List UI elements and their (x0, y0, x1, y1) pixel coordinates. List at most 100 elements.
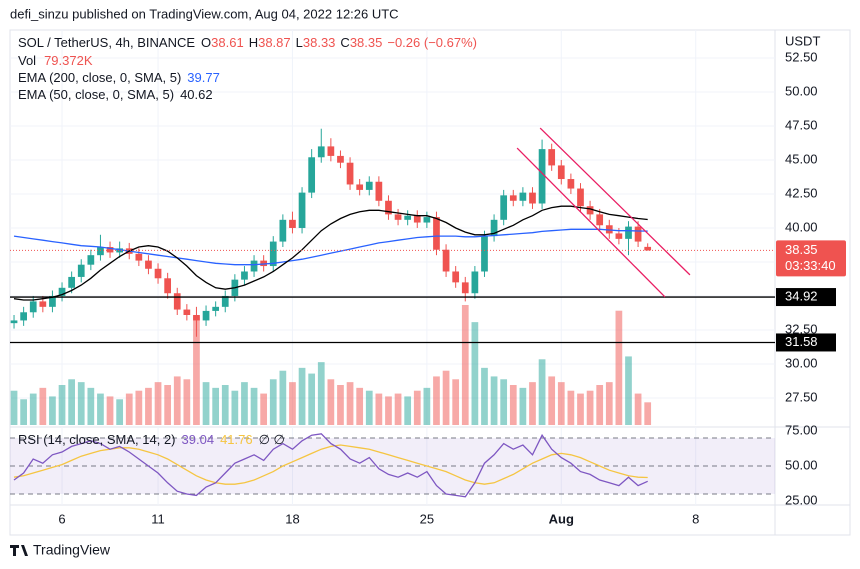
candle-body (58, 287, 66, 296)
ohlc-label: L (296, 35, 303, 50)
volume-bar (634, 393, 642, 425)
volume-bar (471, 322, 479, 425)
candle-body (557, 165, 565, 180)
candle-body (452, 271, 460, 283)
candle-body (164, 278, 172, 294)
legend-ema50: EMA (50, close, 0, SMA, 5) 40.62 (18, 87, 213, 102)
volume-bar (298, 367, 306, 425)
ohlc-label: O (201, 35, 211, 50)
candle-body (183, 309, 191, 315)
ema-line (13, 228, 648, 266)
volume-bar (615, 310, 623, 425)
y-tick-label: 40.00 (785, 219, 818, 234)
candle-body (413, 215, 421, 223)
candle-body (212, 306, 220, 311)
logo-mark (10, 545, 28, 556)
y-tick-label: 47.50 (785, 117, 818, 132)
candle-body (346, 162, 354, 185)
candle-body (625, 226, 632, 239)
volume-bar (644, 402, 652, 425)
level-label: 34.92 (785, 288, 818, 303)
volume-value: 79.372K (44, 53, 93, 68)
chart-frame (9, 29, 851, 536)
rsi-ma-value: 41.76 (220, 432, 253, 447)
volume-bar (260, 393, 268, 425)
volume-bar (404, 396, 412, 425)
volume-bar (605, 382, 613, 425)
volume-bar (212, 387, 220, 425)
volume-bar (279, 370, 287, 425)
candle-body (423, 217, 431, 223)
volume-bar (394, 393, 402, 425)
rsi-extra: ∅ ∅ (259, 432, 285, 447)
volume-bar (183, 379, 191, 425)
candle-body (500, 195, 508, 220)
volume-bar (135, 390, 143, 425)
volume-bar (231, 390, 239, 425)
candle-body (145, 260, 152, 269)
candle-body (308, 157, 316, 193)
candle-body (49, 295, 56, 307)
candle-body (279, 219, 287, 242)
symbol: SOL / TetherUS, 4h, BINANCE (18, 35, 195, 50)
candle-body (221, 295, 229, 307)
x-tick-label: 25 (420, 511, 434, 526)
candle-body (193, 314, 200, 321)
candle-body (471, 271, 479, 294)
volume-bar (529, 382, 536, 425)
volume-bar (221, 385, 229, 425)
candle-body (269, 241, 277, 267)
candle-body (385, 200, 392, 215)
volume-bar (423, 387, 431, 425)
rsi-tick-label: 50.00 (785, 457, 818, 472)
volume-bar (202, 382, 210, 425)
plot: 6111825Aug827.5030.0032.5035.0037.5040.0… (10, 30, 846, 526)
volume-bar (461, 305, 469, 425)
volume-bar (308, 373, 316, 425)
ohlc-value: 38.35 (350, 35, 383, 50)
candle-body (481, 236, 488, 272)
candle-body (356, 184, 364, 190)
ema-value: 39.77 (187, 70, 220, 85)
candle-body (39, 301, 47, 307)
volume-bar (538, 359, 546, 425)
candle-body (10, 320, 18, 324)
candle-body (615, 233, 623, 239)
volume-bar (481, 367, 488, 425)
candle-body (87, 255, 95, 265)
volume-name: Vol (18, 53, 36, 68)
candle-body (154, 268, 162, 279)
volume-bar (10, 390, 18, 425)
panes (9, 29, 851, 536)
volume-bar (490, 376, 498, 425)
candle-body (577, 188, 584, 207)
volume-bar (385, 396, 392, 425)
volume-bar (250, 387, 258, 425)
ohlc-label: C (340, 35, 349, 50)
volume-bar (106, 396, 114, 425)
ohlc-value: 38.61 (211, 35, 244, 50)
candle-body (317, 146, 325, 158)
candle-body (260, 260, 268, 267)
rsi-value: 39.04 (182, 432, 215, 447)
candle-body (241, 271, 248, 280)
x-tick-label: 8 (692, 511, 699, 526)
candle-body (77, 264, 85, 277)
candle-body (29, 301, 37, 313)
volume-bar (346, 382, 354, 425)
volume-bar (125, 393, 133, 425)
volume-bar (77, 382, 85, 425)
volume-bar (145, 387, 152, 425)
candle-body (173, 293, 181, 310)
volume-bar (452, 379, 460, 425)
volume-bar (97, 393, 104, 425)
volume-bar (49, 396, 56, 425)
legend-ema200: EMA (200, close, 0, SMA, 5) 39.77 (18, 70, 220, 85)
volume-bar (548, 376, 556, 425)
ohlc-label: H (249, 35, 258, 50)
volume-bar (154, 382, 162, 425)
candle-body (442, 249, 450, 272)
candle-body (116, 248, 124, 253)
candle-body (106, 247, 114, 253)
